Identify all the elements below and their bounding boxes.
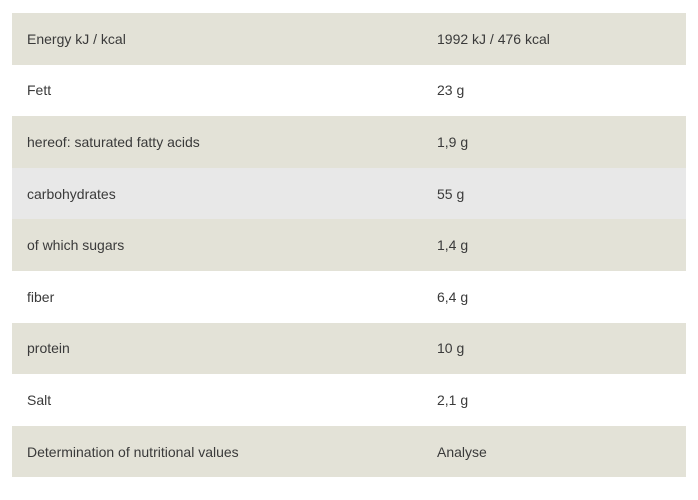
table-row-protein: protein 10 g <box>12 322 686 375</box>
table-row-fiber: fiber 6,4 g <box>12 270 686 323</box>
nutrition-table: Energy kJ / kcal 1992 kJ / 476 kcal Fett… <box>12 13 686 478</box>
table-row-determination: Determination of nutritional values Anal… <box>12 425 686 478</box>
row-label: Determination of nutritional values <box>27 443 239 460</box>
row-value: 1,4 g <box>437 237 469 254</box>
table-row-sugars: of which sugars 1,4 g <box>12 219 686 271</box>
table-row-energy: Energy kJ / kcal 1992 kJ / 476 kcal <box>12 13 686 65</box>
table-row-fat: Fett 23 g <box>12 64 686 117</box>
row-value: 2,1 g <box>437 391 469 408</box>
row-value: 55 g <box>437 185 465 202</box>
row-label: Fett <box>27 82 52 99</box>
row-label: carbohydrates <box>27 185 116 202</box>
table-row-saturated-fat: hereof: saturated fatty acids 1,9 g <box>12 116 686 168</box>
row-label: protein <box>27 340 70 357</box>
row-value: 10 g <box>437 340 465 357</box>
row-value: 1992 kJ / 476 kcal <box>437 30 550 47</box>
row-label: hereof: saturated fatty acids <box>27 133 200 150</box>
row-label: fiber <box>27 288 55 305</box>
row-value: 1,9 g <box>437 133 469 150</box>
row-value: Analyse <box>437 443 487 460</box>
row-label: Energy kJ / kcal <box>27 30 126 47</box>
row-label: of which sugars <box>27 237 125 254</box>
row-value: 6,4 g <box>437 288 469 305</box>
row-value: 23 g <box>437 82 465 99</box>
table-row-salt: Salt 2,1 g <box>12 374 686 426</box>
table-row-carbohydrates: carbohydrates 55 g <box>12 167 686 220</box>
row-label: Salt <box>27 391 52 408</box>
